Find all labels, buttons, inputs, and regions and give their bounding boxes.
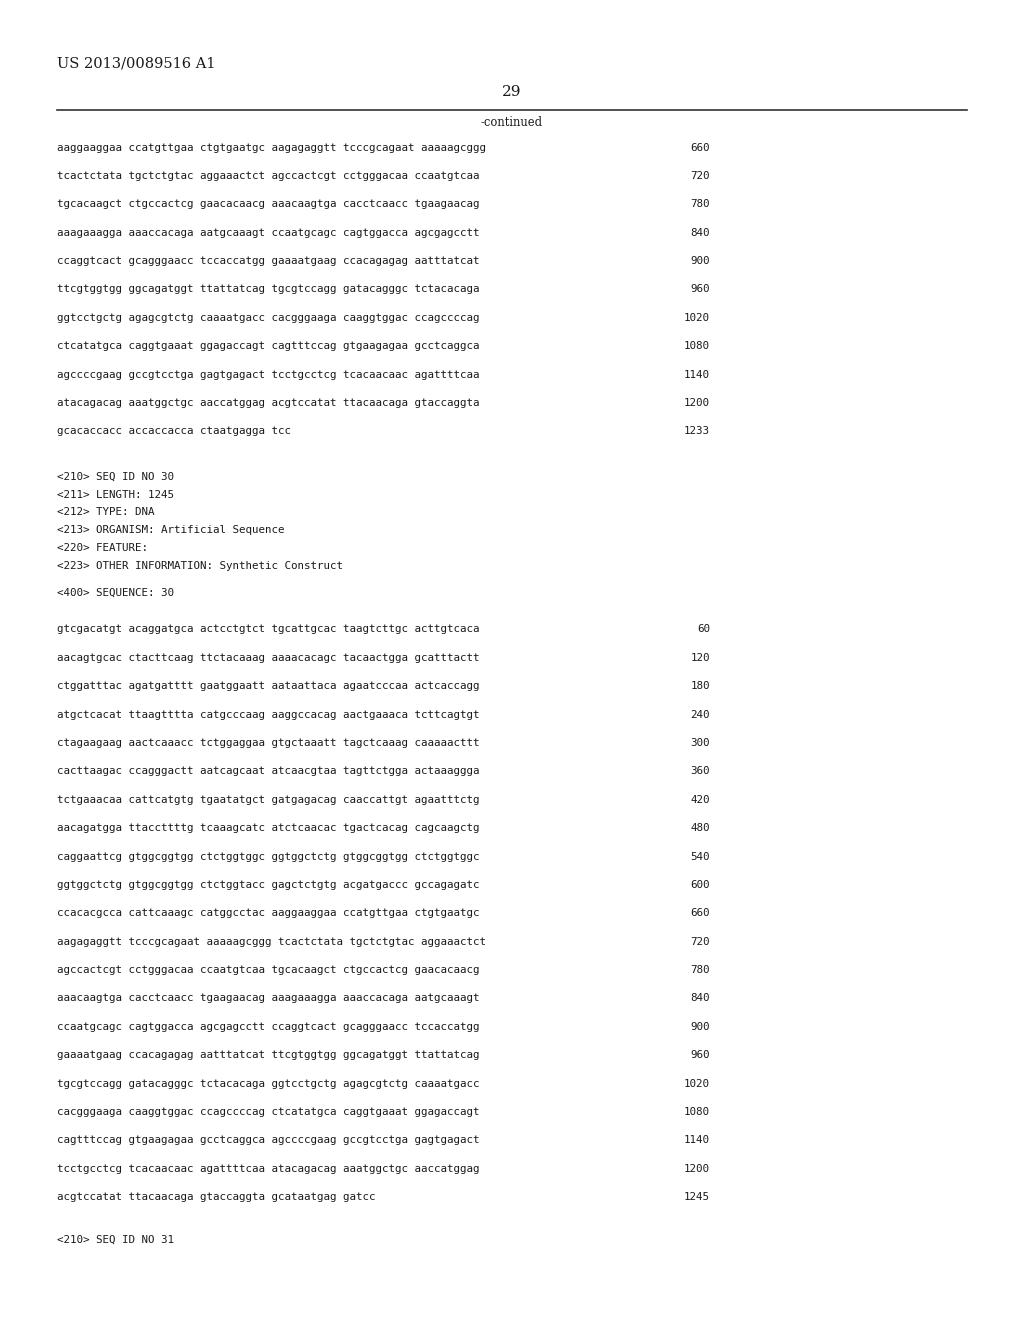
Text: aagagaggtt tcccgcagaat aaaaagcggg tcactctata tgctctgtac aggaaactct: aagagaggtt tcccgcagaat aaaaagcggg tcactc…	[57, 937, 486, 946]
Text: <210> SEQ ID NO 30: <210> SEQ ID NO 30	[57, 471, 174, 482]
Text: ccaggtcact gcagggaacc tccaccatgg gaaaatgaag ccacagagag aatttatcat: ccaggtcact gcagggaacc tccaccatgg gaaaatg…	[57, 256, 479, 267]
Text: <213> ORGANISM: Artificial Sequence: <213> ORGANISM: Artificial Sequence	[57, 525, 285, 535]
Text: 1020: 1020	[684, 313, 710, 323]
Text: 60: 60	[697, 624, 710, 635]
Text: 300: 300	[690, 738, 710, 748]
Text: 480: 480	[690, 824, 710, 833]
Text: ggtggctctg gtggcggtgg ctctggtacc gagctctgtg acgatgaccc gccagagatc: ggtggctctg gtggcggtgg ctctggtacc gagctct…	[57, 880, 479, 890]
Text: 1080: 1080	[684, 1107, 710, 1117]
Text: 540: 540	[690, 851, 710, 862]
Text: gtcgacatgt acaggatgca actcctgtct tgcattgcac taagtcttgc acttgtcaca: gtcgacatgt acaggatgca actcctgtct tgcattg…	[57, 624, 479, 635]
Text: 780: 780	[690, 965, 710, 975]
Text: ggtcctgctg agagcgtctg caaaatgacc cacgggaaga caaggtggac ccagccccag: ggtcctgctg agagcgtctg caaaatgacc cacggga…	[57, 313, 479, 323]
Text: 840: 840	[690, 994, 710, 1003]
Text: cacgggaaga caaggtggac ccagccccag ctcatatgca caggtgaaat ggagaccagt: cacgggaaga caaggtggac ccagccccag ctcatat…	[57, 1107, 479, 1117]
Text: atacagacag aaatggctgc aaccatggag acgtccatat ttacaacaga gtaccaggta: atacagacag aaatggctgc aaccatggag acgtcca…	[57, 399, 479, 408]
Text: <220> FEATURE:: <220> FEATURE:	[57, 543, 148, 553]
Text: 660: 660	[690, 143, 710, 153]
Text: 1020: 1020	[684, 1078, 710, 1089]
Text: 1245: 1245	[684, 1192, 710, 1203]
Text: 780: 780	[690, 199, 710, 210]
Text: tctgaaacaa cattcatgtg tgaatatgct gatgagacag caaccattgt agaatttctg: tctgaaacaa cattcatgtg tgaatatgct gatgaga…	[57, 795, 479, 805]
Text: atgctcacat ttaagtttta catgcccaag aaggccacag aactgaaaca tcttcagtgt: atgctcacat ttaagtttta catgcccaag aaggcca…	[57, 710, 479, 719]
Text: 1200: 1200	[684, 1164, 710, 1173]
Text: ccaatgcagc cagtggacca agcgagcctt ccaggtcact gcagggaacc tccaccatgg: ccaatgcagc cagtggacca agcgagcctt ccaggtc…	[57, 1022, 479, 1032]
Text: <212> TYPE: DNA: <212> TYPE: DNA	[57, 507, 155, 517]
Text: tcactctata tgctctgtac aggaaactct agccactcgt cctgggacaa ccaatgtcaa: tcactctata tgctctgtac aggaaactct agccact…	[57, 172, 479, 181]
Text: 360: 360	[690, 767, 710, 776]
Text: <223> OTHER INFORMATION: Synthetic Construct: <223> OTHER INFORMATION: Synthetic Const…	[57, 561, 343, 570]
Text: cagtttccag gtgaagagaa gcctcaggca agccccgaag gccgtcctga gagtgagact: cagtttccag gtgaagagaa gcctcaggca agccccg…	[57, 1135, 479, 1146]
Text: 180: 180	[690, 681, 710, 692]
Text: agccccgaag gccgtcctga gagtgagact tcctgcctcg tcacaacaac agattttcaa: agccccgaag gccgtcctga gagtgagact tcctgcc…	[57, 370, 479, 380]
Text: tgcgtccagg gatacagggc tctacacaga ggtcctgctg agagcgtctg caaaatgacc: tgcgtccagg gatacagggc tctacacaga ggtcctg…	[57, 1078, 479, 1089]
Text: acgtccatat ttacaacaga gtaccaggta gcataatgag gatcc: acgtccatat ttacaacaga gtaccaggta gcataat…	[57, 1192, 376, 1203]
Text: <210> SEQ ID NO 31: <210> SEQ ID NO 31	[57, 1234, 174, 1245]
Text: 900: 900	[690, 1022, 710, 1032]
Text: 29: 29	[502, 86, 522, 99]
Text: 1200: 1200	[684, 399, 710, 408]
Text: 1233: 1233	[684, 426, 710, 437]
Text: 840: 840	[690, 228, 710, 238]
Text: <400> SEQUENCE: 30: <400> SEQUENCE: 30	[57, 587, 174, 598]
Text: tcctgcctcg tcacaacaac agattttcaa atacagacag aaatggctgc aaccatggag: tcctgcctcg tcacaacaac agattttcaa atacaga…	[57, 1164, 479, 1173]
Text: agccactcgt cctgggacaa ccaatgtcaa tgcacaagct ctgccactcg gaacacaacg: agccactcgt cctgggacaa ccaatgtcaa tgcacaa…	[57, 965, 479, 975]
Text: 600: 600	[690, 880, 710, 890]
Text: cacttaagac ccagggactt aatcagcaat atcaacgtaa tagttctgga actaaaggga: cacttaagac ccagggactt aatcagcaat atcaacg…	[57, 767, 479, 776]
Text: <211> LENGTH: 1245: <211> LENGTH: 1245	[57, 490, 174, 499]
Text: 960: 960	[690, 285, 710, 294]
Text: aacagtgcac ctacttcaag ttctacaaag aaaacacagc tacaactgga gcatttactt: aacagtgcac ctacttcaag ttctacaaag aaaacac…	[57, 653, 479, 663]
Text: tgcacaagct ctgccactcg gaacacaacg aaacaagtga cacctcaacc tgaagaacag: tgcacaagct ctgccactcg gaacacaacg aaacaag…	[57, 199, 479, 210]
Text: 120: 120	[690, 653, 710, 663]
Text: 1140: 1140	[684, 370, 710, 380]
Text: 420: 420	[690, 795, 710, 805]
Text: US 2013/0089516 A1: US 2013/0089516 A1	[57, 57, 215, 70]
Text: 1140: 1140	[684, 1135, 710, 1146]
Text: ttcgtggtgg ggcagatggt ttattatcag tgcgtccagg gatacagggc tctacacaga: ttcgtggtgg ggcagatggt ttattatcag tgcgtcc…	[57, 285, 479, 294]
Text: gaaaatgaag ccacagagag aatttatcat ttcgtggtgg ggcagatggt ttattatcag: gaaaatgaag ccacagagag aatttatcat ttcgtgg…	[57, 1051, 479, 1060]
Text: ctagaagaag aactcaaacc tctggaggaa gtgctaaatt tagctcaaag caaaaacttt: ctagaagaag aactcaaacc tctggaggaa gtgctaa…	[57, 738, 479, 748]
Text: ccacacgcca cattcaaagc catggcctac aaggaaggaa ccatgttgaa ctgtgaatgc: ccacacgcca cattcaaagc catggcctac aaggaag…	[57, 908, 479, 919]
Text: -continued: -continued	[481, 116, 543, 129]
Text: 960: 960	[690, 1051, 710, 1060]
Text: 720: 720	[690, 937, 710, 946]
Text: 720: 720	[690, 172, 710, 181]
Text: 1080: 1080	[684, 342, 710, 351]
Text: caggaattcg gtggcggtgg ctctggtggc ggtggctctg gtggcggtgg ctctggtggc: caggaattcg gtggcggtgg ctctggtggc ggtggct…	[57, 851, 479, 862]
Text: aaggaaggaa ccatgttgaa ctgtgaatgc aagagaggtt tcccgcagaat aaaaagcggg: aaggaaggaa ccatgttgaa ctgtgaatgc aagagag…	[57, 143, 486, 153]
Text: ctggatttac agatgatttt gaatggaatt aataattaca agaatcccaa actcaccagg: ctggatttac agatgatttt gaatggaatt aataatt…	[57, 681, 479, 692]
Text: ctcatatgca caggtgaaat ggagaccagt cagtttccag gtgaagagaa gcctcaggca: ctcatatgca caggtgaaat ggagaccagt cagtttc…	[57, 342, 479, 351]
Text: gcacaccacc accaccacca ctaatgagga tcc: gcacaccacc accaccacca ctaatgagga tcc	[57, 426, 291, 437]
Text: 660: 660	[690, 908, 710, 919]
Text: 240: 240	[690, 710, 710, 719]
Text: aaacaagtga cacctcaacc tgaagaacag aaagaaagga aaaccacaga aatgcaaagt: aaacaagtga cacctcaacc tgaagaacag aaagaaa…	[57, 994, 479, 1003]
Text: aacagatgga ttaccttttg tcaaagcatc atctcaacac tgactcacag cagcaagctg: aacagatgga ttaccttttg tcaaagcatc atctcaa…	[57, 824, 479, 833]
Text: 900: 900	[690, 256, 710, 267]
Text: aaagaaagga aaaccacaga aatgcaaagt ccaatgcagc cagtggacca agcgagcctt: aaagaaagga aaaccacaga aatgcaaagt ccaatgc…	[57, 228, 479, 238]
